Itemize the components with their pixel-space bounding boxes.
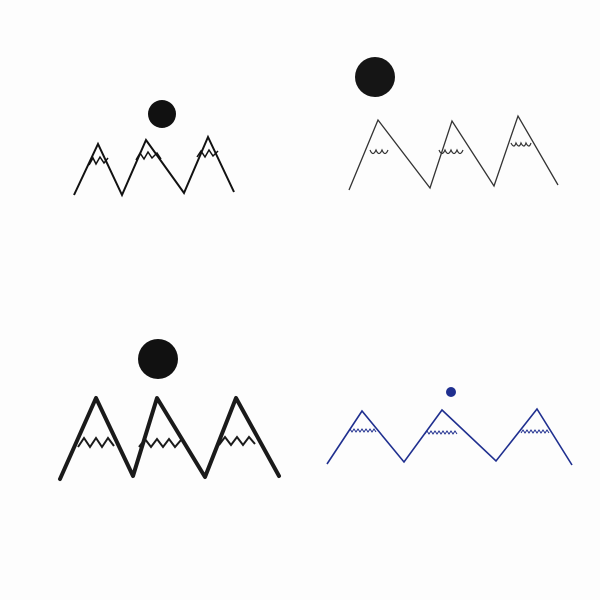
snowcap-scallop — [438, 148, 464, 155]
sun-icon — [355, 57, 395, 97]
mountain-outline — [58, 396, 281, 481]
sun-icon — [446, 387, 456, 397]
snowcap-zigzag — [135, 150, 162, 161]
snowcap-zigzag — [88, 155, 109, 166]
snowcap-zigzag — [218, 435, 256, 447]
snowcap-zigzag — [77, 436, 115, 449]
mountain-outline — [348, 114, 559, 191]
snowcap-scallop — [510, 141, 532, 147]
sun-icon — [148, 100, 176, 128]
sketch-top-left — [73, 100, 235, 198]
snowcap-zigzag — [138, 437, 182, 449]
sketch-bottom-right — [326, 387, 573, 466]
snowcap-zigzag — [196, 148, 219, 159]
mountain-outline — [73, 134, 235, 198]
snowcap-zigzag — [347, 428, 377, 433]
mountain-outline — [326, 407, 573, 466]
snowcap-zigzag — [424, 430, 458, 435]
sketch-bottom-left — [58, 339, 281, 481]
snowcap-scallop — [369, 148, 389, 155]
snowcap-zigzag — [520, 429, 550, 434]
sketch-top-right — [348, 57, 559, 191]
sun-icon — [138, 339, 178, 379]
